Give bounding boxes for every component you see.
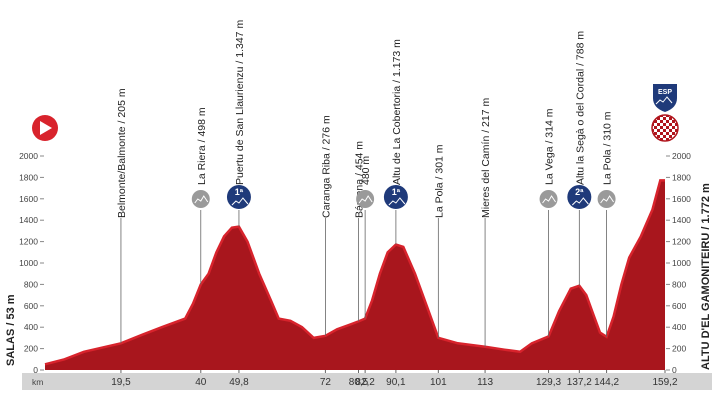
climb-category: 2ª: [575, 187, 584, 197]
y-tick-label: 2000: [19, 151, 38, 161]
y-tick-label-right: 0: [672, 365, 677, 375]
y-tick-label: 0: [33, 365, 38, 375]
waypoint-label: La Riera / 498 m: [196, 107, 208, 185]
start-label: SALAS / 53 m: [5, 294, 17, 366]
climb-category: 1ª: [235, 187, 244, 197]
y-tick-label: 400: [24, 322, 38, 332]
climb-mountain: [358, 195, 373, 204]
waypoint-label: 480 m: [360, 156, 372, 185]
waypoint-label: Altu la Segà o del Cordal / 788 m: [574, 31, 586, 185]
y-tick-label-right: 1000: [672, 258, 691, 268]
profile-area: [45, 180, 665, 370]
x-tick-label: 129,3: [536, 377, 561, 388]
climb-icon: [597, 190, 616, 208]
y-tick-label-right: 400: [672, 322, 686, 332]
y-tick-label: 600: [24, 301, 38, 311]
start-icon: [32, 115, 58, 141]
y-tick-label-right: 1200: [672, 237, 691, 247]
finish-icons: ESP: [651, 84, 679, 142]
y-tick-label: 1000: [19, 258, 38, 268]
y-tick-label: 1400: [19, 215, 38, 225]
x-tick-label: 82,2: [355, 377, 375, 388]
waypoint-label: Altu de La Cobertoria / 1.173 m: [391, 39, 403, 185]
climb-icon: [356, 190, 375, 208]
x-tick-label: 137,2: [567, 377, 592, 388]
y-tick-label-right: 2000: [672, 151, 691, 161]
y-tick-label: 800: [24, 279, 38, 289]
waypoint-label: La Pola / 301 m: [433, 144, 445, 218]
climb-icon: [191, 190, 210, 208]
x-tick-label: 144,2: [594, 377, 619, 388]
climb-category: 1ª: [392, 187, 401, 197]
waypoint-label: Belmonte/Balmonte / 205 m: [116, 88, 128, 218]
climb-icon: [539, 190, 558, 208]
waypoint-label: Mieres del Camín / 217 m: [480, 98, 492, 218]
x-tick-label: 49,8: [229, 377, 249, 388]
y-tick-label: 1200: [19, 237, 38, 247]
y-tick-label-right: 1800: [672, 172, 691, 182]
y-tick-label-right: 1600: [672, 194, 691, 204]
climb-mountain: [388, 197, 406, 206]
climb-mountain: [194, 195, 209, 204]
y-tick-label-right: 200: [672, 344, 686, 354]
profile-edge: [44, 179, 665, 366]
x-tick-label: 113: [477, 377, 493, 388]
km-bar: [22, 373, 712, 390]
y-tick-label-right: 600: [672, 301, 686, 311]
y-tick-label-right: 1400: [672, 215, 691, 225]
finish-label: ALTU D'EL GAMONITEIRU / 1.772 m: [700, 183, 712, 370]
waypoint-label: La Pola / 310 m: [602, 111, 614, 185]
climb-mountain: [542, 195, 556, 204]
x-tick-label: 101: [430, 377, 447, 388]
x-tick-label: 159,2: [652, 377, 677, 388]
climb-mountain: [571, 197, 589, 206]
x-tick-label: 19,5: [111, 377, 131, 388]
climb-mountain: [600, 195, 614, 204]
climb-mountain: [231, 197, 249, 206]
waypoint-label: La Vega / 314 m: [544, 108, 556, 185]
y-tick-label: 1600: [19, 194, 38, 204]
x-tick-label: 40: [195, 377, 207, 388]
y-tick-label: 1800: [19, 172, 38, 182]
climb-icon: [226, 185, 251, 209]
x-tick-label: 90,1: [386, 377, 406, 388]
y-tick-label-right: 800: [672, 279, 686, 289]
x-tick-label: 80,5: [349, 377, 369, 388]
km-unit: km: [32, 377, 43, 387]
finish-badge: ESP: [658, 89, 672, 96]
y-tick-label: 200: [24, 344, 38, 354]
x-tick-label: 72: [320, 377, 332, 388]
climb-icon: [383, 185, 408, 209]
waypoint-label: Puertu de San Llaurienzu / 1.347 m: [234, 20, 246, 185]
climb-icon: [567, 185, 592, 209]
waypoint-label: Caranga Riba / 276 m: [320, 115, 332, 218]
